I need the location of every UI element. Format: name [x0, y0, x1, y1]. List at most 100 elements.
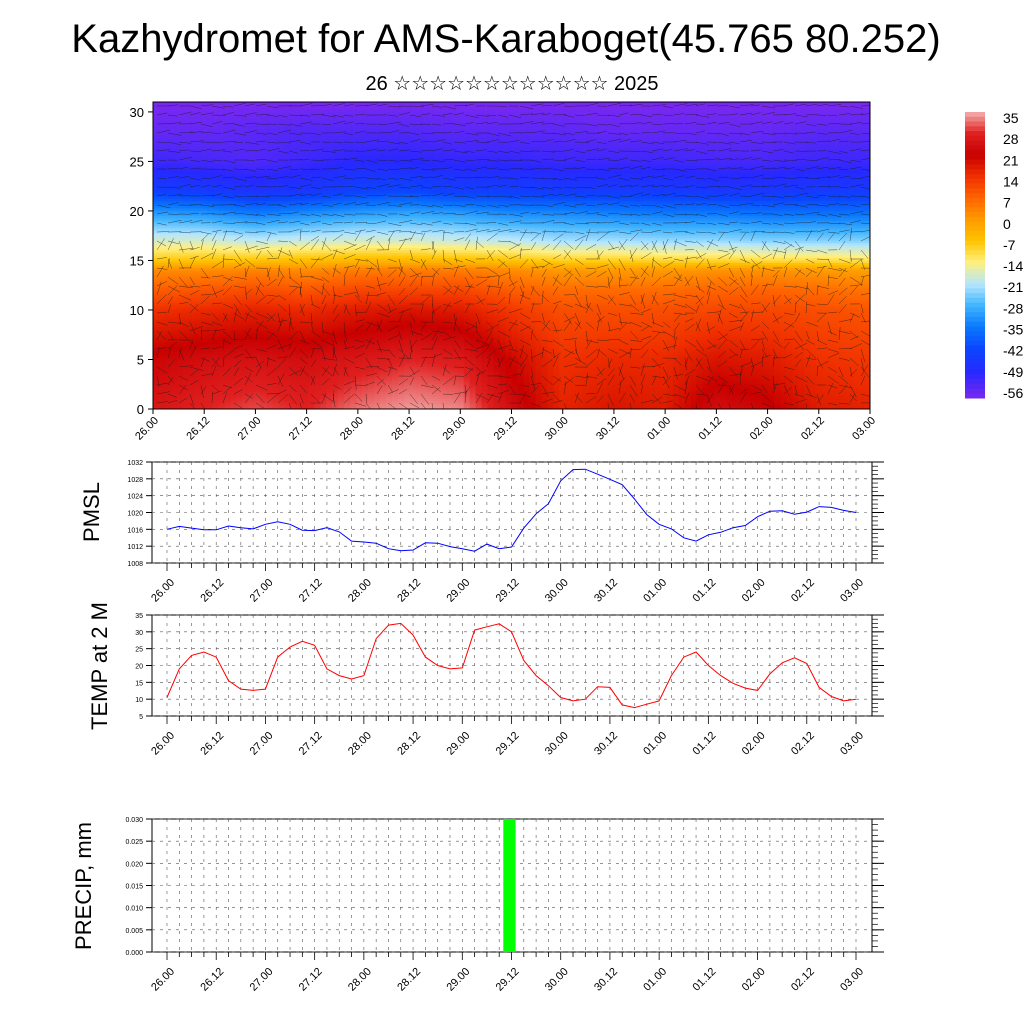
- heatmap-cell: [206, 297, 214, 301]
- heatmap-cell: [218, 371, 226, 375]
- heatmap-cell: [188, 210, 196, 215]
- heatmap-cell: [194, 267, 202, 271]
- heatmap-cell: [212, 102, 220, 106]
- heatmap-cell: [218, 297, 226, 301]
- heatmap-cell: [194, 317, 202, 321]
- heatmap-cell: [153, 233, 160, 237]
- heatmap-cell: [200, 391, 208, 395]
- heatmap-cell: [206, 156, 214, 160]
- heatmap-cell: [236, 213, 244, 217]
- heatmap-cell: [164, 223, 172, 227]
- heatmap-cell: [218, 285, 226, 289]
- heatmap-cell: [164, 235, 172, 239]
- heatmap-cell: [242, 109, 250, 113]
- heatmap-cell: [236, 364, 244, 368]
- heatmap-cell: [224, 267, 232, 271]
- heatmap-cell: [230, 151, 238, 155]
- heatmap-cell: [194, 359, 202, 363]
- heatmap-cell: [158, 191, 166, 195]
- heatmap-cell: [153, 389, 160, 393]
- heatmap-cell: [206, 322, 214, 326]
- heatmap-cell: [200, 136, 208, 140]
- heatmap-cell: [200, 119, 208, 123]
- heatmap-cell: [176, 151, 184, 155]
- heatmap-cell: [206, 250, 214, 254]
- heatmap-cell: [224, 191, 232, 195]
- heatmap-cell: [206, 141, 214, 145]
- heatmap-cell: [218, 230, 226, 234]
- heatmap-cell: [200, 386, 208, 390]
- heatmap-cell: [224, 238, 232, 242]
- heatmap-cell: [164, 156, 172, 160]
- heatmap-cell: [212, 114, 220, 118]
- heatmap-cell: [236, 243, 244, 247]
- heatmap-cell: [182, 312, 190, 316]
- heatmap-cell: [212, 327, 220, 331]
- heatmap-cell: [176, 399, 184, 403]
- heatmap-cell: [236, 361, 244, 366]
- heatmap-cell: [170, 404, 178, 408]
- heatmap-cell: [218, 136, 226, 140]
- heatmap-cell: [158, 126, 166, 130]
- heatmap-cell: [242, 193, 250, 197]
- heatmap-cell: [164, 332, 172, 336]
- heatmap-cell: [170, 265, 178, 269]
- heatmap-cell: [236, 201, 244, 205]
- heatmap-cell: [194, 404, 202, 408]
- heatmap-cell: [236, 131, 244, 135]
- heatmap-cell: [176, 285, 184, 289]
- heatmap-cell: [236, 349, 244, 353]
- heatmap-cell: [164, 116, 172, 120]
- heatmap-cell: [206, 228, 214, 232]
- heatmap-cell: [188, 312, 196, 316]
- heatmap-cell: [182, 391, 190, 395]
- heatmap-cell: [200, 339, 208, 343]
- heatmap-cell: [206, 292, 214, 296]
- heatmap-cell: [158, 215, 166, 219]
- heatmap-cell: [236, 215, 244, 219]
- heatmap-cell: [176, 218, 184, 222]
- heatmap-cell: [194, 171, 202, 175]
- heatmap-cell: [236, 228, 244, 232]
- heatmap-cell: [206, 146, 214, 150]
- heatmap-cell: [218, 208, 226, 212]
- heatmap-cell: [158, 307, 166, 311]
- heatmap-cell: [194, 146, 202, 150]
- heatmap-cell: [170, 302, 178, 306]
- heatmap-cell: [218, 381, 226, 385]
- heatmap-cell: [153, 166, 160, 170]
- heatmap-cell: [182, 181, 190, 185]
- heatmap-cell: [206, 265, 214, 269]
- heatmap-cell: [236, 369, 244, 373]
- heatmap-cell: [230, 349, 238, 353]
- heatmap-cell: [206, 319, 214, 323]
- heatmap-cell: [206, 357, 214, 361]
- heatmap-cell: [153, 245, 160, 249]
- heatmap-cell: [236, 376, 244, 380]
- heatmap-cell: [224, 149, 232, 153]
- heatmap-cell: [194, 364, 202, 368]
- heatmap-cell: [158, 280, 166, 284]
- heatmap-cell: [212, 104, 220, 108]
- heatmap-cell: [242, 129, 250, 133]
- heatmap-cell: [236, 381, 244, 385]
- heatmap-cell: [158, 178, 166, 182]
- heatmap-cell: [158, 223, 166, 227]
- heatmap-cell: [158, 213, 166, 217]
- heatmap-cell: [158, 196, 166, 200]
- heatmap-cell: [153, 186, 160, 190]
- heatmap-cell: [153, 404, 160, 408]
- heatmap-cell: [200, 196, 208, 200]
- heatmap-cell: [158, 198, 166, 202]
- heatmap-cell: [194, 253, 202, 257]
- heatmap-cell: [182, 280, 190, 284]
- heatmap-cell: [194, 178, 202, 182]
- heatmap-cell: [230, 124, 238, 128]
- heatmap-cell: [236, 193, 244, 197]
- heatmap-cell: [176, 357, 184, 361]
- heatmap-cell: [206, 394, 214, 398]
- heatmap-cell: [206, 114, 214, 118]
- heatmap-cell: [194, 116, 202, 120]
- heatmap-cell: [182, 260, 190, 264]
- heatmap-cell: [194, 329, 202, 333]
